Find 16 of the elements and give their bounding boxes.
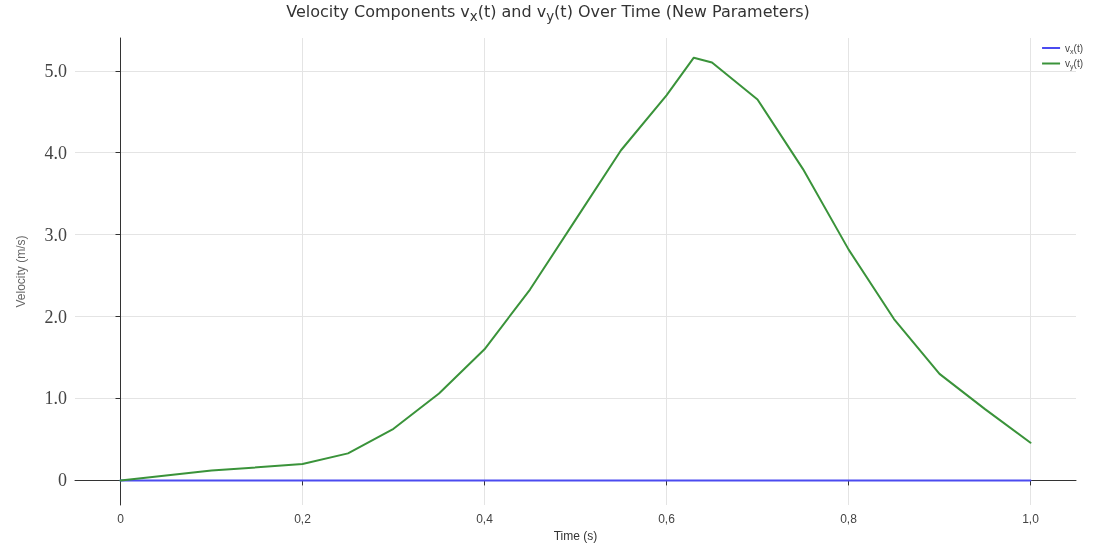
- x-tick-label: 0,8: [840, 512, 858, 526]
- x-tick-label: 0,2: [294, 512, 312, 526]
- x-tick-label: 0: [117, 512, 125, 526]
- x-axis-title: Time (s): [553, 528, 598, 543]
- y-tick-label: 0: [58, 470, 67, 491]
- y-tick-label: 2.0: [44, 306, 67, 327]
- y-tick-label: 1.0: [44, 388, 67, 409]
- y-tick-label: 3.0: [44, 224, 67, 245]
- line-series: [119, 56, 1032, 482]
- x-tick-label: 0,6: [658, 512, 676, 526]
- y-axis-title: Velocity (m/s): [14, 235, 28, 308]
- y-tick-label: 4.0: [44, 142, 67, 163]
- chart-title: Velocity Components v$_{x}$(t) and v$_{y}$(t) Over Time (New Parameters): [285, 2, 811, 25]
- x-tick-label: 0,4: [476, 512, 494, 526]
- x-tick-label: 1,0: [1022, 512, 1040, 526]
- y-tick-label: 5.0: [44, 60, 67, 81]
